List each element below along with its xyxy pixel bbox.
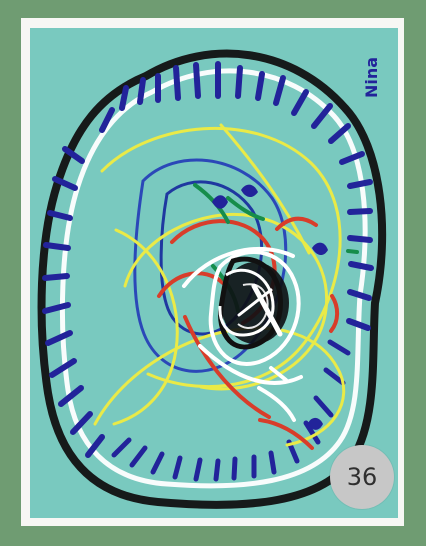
blue-comb-marks-bottom-right [111,339,351,482]
painting-artwork: Nina [30,28,398,518]
artist-signature: Nina [362,57,381,98]
painting: Nina [30,28,398,518]
page-number: 36 [346,463,378,491]
blue-drips [212,184,328,430]
blue-comb-marks-left [42,146,105,458]
outer-black-loop [37,49,387,509]
white-center-strands [182,247,303,422]
dark-scribble-core [208,250,301,366]
outer-white-loop [59,68,368,489]
page-number-badge: 36 [330,445,394,509]
blue-comb-marks-top [99,61,374,331]
